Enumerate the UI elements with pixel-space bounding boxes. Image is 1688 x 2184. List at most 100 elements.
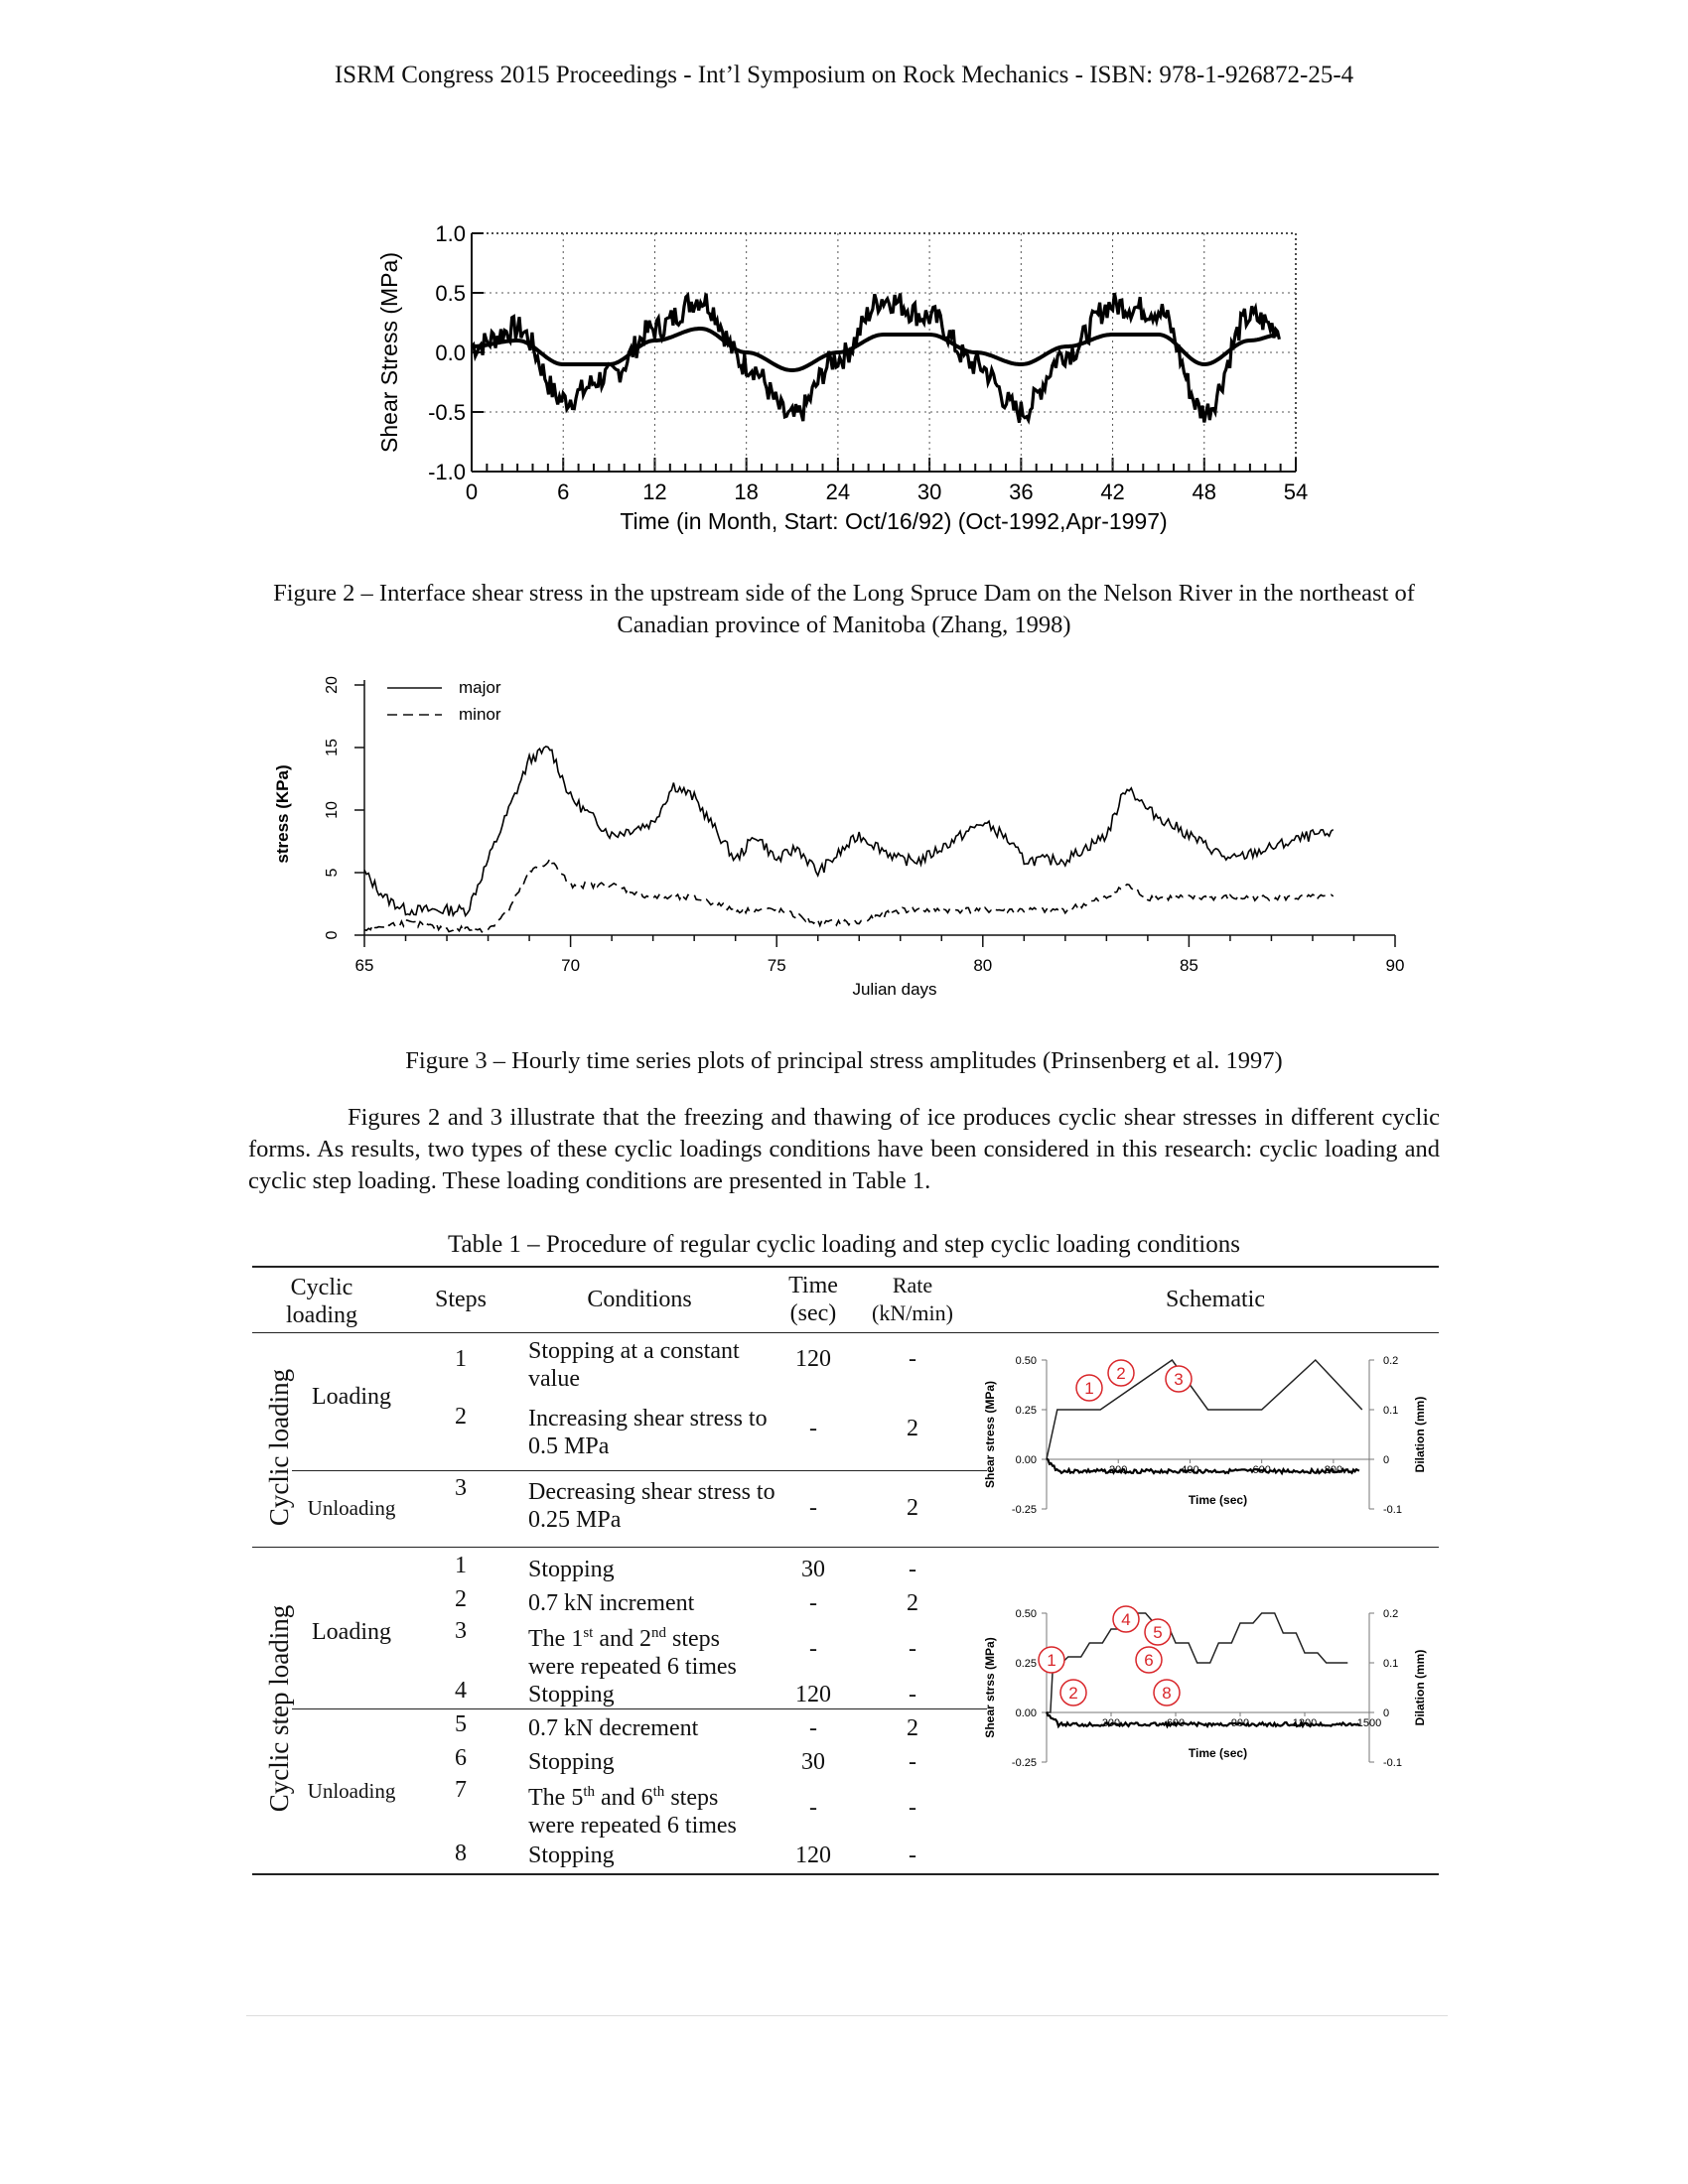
fig2-x-tick-label: 24 bbox=[826, 479, 850, 504]
header-cyclic: Cyclic loading bbox=[286, 1275, 357, 1328]
step-marker-label-4: 4 bbox=[1121, 1610, 1130, 1629]
fig2-y-tick-label: 1.0 bbox=[435, 221, 466, 246]
header-conditions: Conditions bbox=[587, 1287, 692, 1312]
fig3-x-tick-label: 85 bbox=[1180, 956, 1198, 975]
step-marker-label-3: 3 bbox=[1174, 1370, 1183, 1389]
g2-step-3: 3 bbox=[455, 1618, 467, 1644]
g2-time-6: 30 bbox=[801, 1749, 825, 1775]
fig3-x-tick-label: 75 bbox=[768, 956, 786, 975]
g2-cond-8: Stopping bbox=[528, 1843, 615, 1868]
page-header: ISRM Congress 2015 Proceedings - Int’l S… bbox=[334, 62, 1354, 88]
schem-y-axis-label: Shear strss (MPa) bbox=[983, 1637, 997, 1737]
step-marker-4 bbox=[1112, 1605, 1140, 1633]
fig2-x-tick-label: 42 bbox=[1100, 479, 1124, 504]
g1-time-3: - bbox=[809, 1495, 817, 1521]
g1-time-2: - bbox=[809, 1416, 817, 1441]
g2-time-3: - bbox=[809, 1636, 817, 1662]
g2-rate-5: 2 bbox=[907, 1715, 918, 1741]
g2-cond-6: Stopping bbox=[528, 1749, 615, 1775]
fig2-y-tick-label: -1.0 bbox=[428, 460, 466, 484]
schem-x-tick-label: 1500 bbox=[1357, 1717, 1381, 1729]
schem-y2-tick-label: 0.1 bbox=[1383, 1658, 1398, 1670]
schem-y2-tick-label: 0.2 bbox=[1383, 1355, 1398, 1367]
table-bottom-rule bbox=[252, 1873, 1439, 1875]
g2-step-8: 8 bbox=[455, 1841, 467, 1866]
fig2-series-noisy bbox=[470, 291, 1281, 425]
step-marker-label-2: 2 bbox=[1068, 1684, 1077, 1703]
group2-loading-label: Loading bbox=[312, 1619, 391, 1645]
schem-y2-tick-label: -0.1 bbox=[1383, 1757, 1402, 1769]
schem-y2-tick-label: 0.2 bbox=[1383, 1608, 1398, 1620]
schem-y2-axis-label: Dilation (mm) bbox=[1413, 1397, 1427, 1473]
g2-step-1: 1 bbox=[455, 1553, 467, 1578]
body-paragraph: Figures 2 and 3 illustrate that the free… bbox=[248, 1104, 1440, 1194]
g1-cond-3: Decreasing shear stress to 0.25 MPa bbox=[528, 1479, 775, 1533]
group2-mid-rule bbox=[292, 1708, 987, 1709]
g2-step-7: 7 bbox=[455, 1777, 467, 1803]
step-marker-2 bbox=[1107, 1359, 1135, 1387]
schem-y2-tick-label: 0 bbox=[1383, 1707, 1389, 1719]
schem-y2-tick-label: -0.1 bbox=[1383, 1504, 1402, 1516]
g1-rate-3: 2 bbox=[907, 1495, 918, 1521]
fig3-legend-major-label: major bbox=[459, 678, 501, 697]
schem-y-tick-label: 0.50 bbox=[1016, 1608, 1037, 1620]
table-top-rule bbox=[252, 1266, 1439, 1268]
schem-dilation-path bbox=[1046, 1457, 1360, 1476]
fig2-y-axis-label: Shear Stress (MPa) bbox=[377, 252, 402, 453]
step-marker-label-5: 5 bbox=[1153, 1623, 1162, 1642]
group-separator-rule bbox=[252, 1547, 1439, 1548]
fig2-y-tick-label: 0.0 bbox=[435, 341, 466, 365]
group1-mid-rule bbox=[292, 1470, 987, 1471]
schem-stress-path bbox=[1047, 1612, 1348, 1713]
g2-time-8: 120 bbox=[795, 1843, 831, 1868]
step-marker-2 bbox=[1059, 1679, 1087, 1706]
fig2-x-tick-label: 12 bbox=[642, 479, 666, 504]
schem-y-tick-label: -0.25 bbox=[1012, 1757, 1037, 1769]
g2-cond-2: 0.7 kN increment bbox=[528, 1590, 695, 1616]
step-marker-label-2: 2 bbox=[1116, 1364, 1125, 1383]
fig3-x-tick-label: 70 bbox=[561, 956, 580, 975]
schem-y-tick-label: 0.50 bbox=[1016, 1355, 1037, 1367]
schematic-cyclic-loading: 0.50 0.20.25 0.10.00 0-0.25 -0.1200 400 600 800… bbox=[983, 1355, 1427, 1516]
header-time: Time (sec) bbox=[788, 1273, 838, 1326]
g2-rate-3: - bbox=[909, 1636, 916, 1662]
g1-cond-1: Stopping at a constant value bbox=[528, 1338, 740, 1392]
schem-y-tick-label: 0.25 bbox=[1016, 1658, 1037, 1670]
g2-cond-7: The 5th and 6th steps were repeated 6 ti… bbox=[528, 1784, 737, 1839]
schem-y-axis-label: Shear stress (MPa) bbox=[983, 1381, 997, 1488]
schem-y2-axis-label: Dilation (mm) bbox=[1413, 1650, 1427, 1726]
fig3-x-axis-label: Julian days bbox=[852, 980, 936, 999]
step-marker-1 bbox=[1038, 1646, 1065, 1674]
fig2-y-tick-label: 0.5 bbox=[435, 281, 466, 306]
g2-rate-2: 2 bbox=[907, 1590, 918, 1616]
g2-rate-8: - bbox=[909, 1843, 916, 1868]
schem-y2-tick-label: 0.1 bbox=[1383, 1405, 1398, 1417]
table-header-rule bbox=[252, 1332, 1439, 1333]
g1-rate-2: 2 bbox=[907, 1416, 918, 1441]
step-marker-3 bbox=[1165, 1365, 1193, 1393]
g1-step-3: 3 bbox=[455, 1475, 467, 1501]
fig3-y-tick-label: 0 bbox=[324, 930, 341, 939]
fig2-series-smooth bbox=[472, 327, 1280, 373]
fig3-x-tick-label: 65 bbox=[355, 956, 374, 975]
step-marker-8 bbox=[1153, 1679, 1181, 1706]
header-rate: Rate (kN/min) bbox=[872, 1273, 953, 1325]
figure-2-caption: Figure 2 – Interface shear stress in the… bbox=[273, 580, 1415, 638]
schem-stress-path bbox=[1046, 1358, 1363, 1460]
header-steps: Steps bbox=[434, 1287, 487, 1312]
schem-x-axis-label: Time (sec) bbox=[1189, 1493, 1247, 1507]
fig2-x-tick-label: 0 bbox=[466, 479, 478, 504]
g2-time-1: 30 bbox=[801, 1557, 825, 1582]
step-marker-label-6: 6 bbox=[1144, 1651, 1153, 1670]
g2-rate-7: - bbox=[909, 1795, 916, 1821]
group1-unloading-label: Unloading bbox=[307, 1496, 396, 1520]
fig3-y-axis-label: stress (KPa) bbox=[273, 764, 292, 863]
figure-3-chart: 0 5 10 15 20 65 70 75 80 85 90 stress (KPa) Julian d… bbox=[273, 676, 1404, 999]
g2-step-5: 5 bbox=[455, 1711, 467, 1737]
g2-time-2: - bbox=[809, 1590, 817, 1616]
fig2-x-tick-label: 18 bbox=[734, 479, 758, 504]
g2-rate-6: - bbox=[909, 1749, 916, 1775]
schem-y-tick-label: 0.25 bbox=[1016, 1405, 1037, 1417]
fig3-x-tick-label: 80 bbox=[973, 956, 992, 975]
